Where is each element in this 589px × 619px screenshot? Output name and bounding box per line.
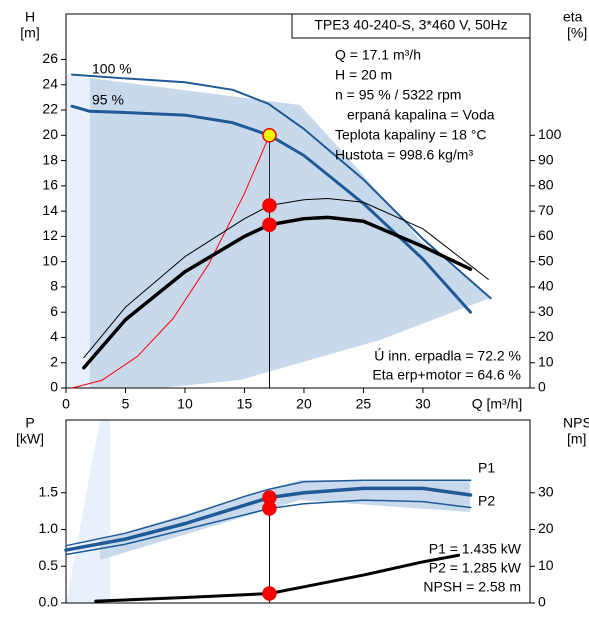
y2-tick-label: 30 — [538, 303, 554, 319]
x-tick-label: 20 — [296, 396, 312, 412]
y2-axis-unit: [%] — [567, 25, 587, 41]
y-axis-label: P — [25, 415, 34, 431]
marker — [262, 501, 277, 516]
y2-axis-label: NPSH — [563, 415, 589, 431]
y-tick-label: 10 — [42, 252, 58, 268]
y2-tick-label: 0 — [538, 594, 546, 610]
curve — [70, 104, 473, 314]
annotation: n = 95 % / 5322 rpm — [335, 87, 461, 103]
y-tick-label: 14 — [42, 202, 58, 218]
y2-tick-label: 60 — [538, 227, 554, 243]
y-axis-unit: [m] — [20, 25, 39, 41]
x-tick-label: 25 — [356, 396, 372, 412]
y-axis-unit: [kW] — [16, 431, 44, 447]
y2-tick-label: 70 — [538, 202, 554, 218]
curve — [70, 73, 492, 300]
y2-tick-label: 30 — [538, 483, 554, 499]
range-area — [90, 78, 490, 388]
x-axis-label: Q [m³/h] — [472, 396, 523, 412]
y-tick-label: 2 — [50, 353, 58, 369]
y2-tick-label: 90 — [538, 151, 554, 167]
title-box — [291, 13, 531, 39]
marker — [262, 586, 277, 601]
power-area-pale — [66, 420, 110, 603]
y2-tick-label: 20 — [538, 520, 554, 536]
x-tick-label: 15 — [237, 396, 253, 412]
x-tick-label: 0 — [62, 396, 70, 412]
x-tick-label: 30 — [415, 396, 431, 412]
annotation: Hustota = 998.6 kg/m³ — [335, 147, 473, 163]
annotation: erpaná kapalina = Voda — [347, 107, 495, 123]
curve — [82, 215, 473, 370]
y-tick-label: 16 — [42, 177, 58, 193]
y2-tick-label: 40 — [538, 278, 554, 294]
y2-tick-label: 0 — [538, 379, 546, 395]
y-tick-label: 12 — [42, 227, 58, 243]
y-tick-label: 18 — [42, 151, 58, 167]
power-area — [100, 480, 470, 560]
annotation: Ú inn. erpadla = 72.2 % — [374, 348, 521, 364]
annotation: H = 20 m — [335, 67, 392, 83]
marker — [262, 198, 277, 213]
y2-tick-label: 50 — [538, 252, 554, 268]
annotation: Teplota kapaliny = 18 °C — [335, 127, 487, 143]
y-tick-label: 24 — [42, 75, 58, 91]
curve — [71, 134, 270, 389]
series-label: P2 — [478, 493, 495, 509]
y2-axis-label: eta — [563, 9, 583, 25]
annotation: NPSH = 2.58 m — [423, 579, 521, 595]
y-tick-label: 1.5 — [39, 483, 59, 499]
y2-tick-label: 100 — [538, 126, 562, 142]
x-tick-label: 5 — [122, 396, 130, 412]
plot-frame — [65, 419, 531, 604]
annotation: P1 = 1.435 kW — [429, 541, 522, 557]
curve — [94, 553, 461, 603]
y-tick-label: 4 — [50, 328, 58, 344]
range-area-pale — [66, 75, 90, 388]
series-label: 100 % — [92, 61, 132, 77]
curve — [65, 479, 472, 547]
y-axis-label: H — [25, 9, 35, 25]
series-label: 95 % — [92, 92, 124, 108]
y2-tick-label: 10 — [538, 353, 554, 369]
curve — [83, 197, 489, 359]
chart-title: TPE3 40-240-S, 3*460 V, 50Hz — [314, 17, 507, 33]
annotation: Q = 17.1 m³/h — [335, 47, 421, 63]
y-tick-label: 26 — [42, 50, 58, 66]
y2-axis-unit: [m] — [567, 431, 586, 447]
annotation: Eta erp+motor = 64.6 % — [372, 367, 521, 383]
y2-tick-label: 20 — [538, 328, 554, 344]
y-tick-label: 0 — [50, 379, 58, 395]
y-tick-label: 0.0 — [39, 594, 59, 610]
annotation: P2 = 1.285 kW — [429, 560, 522, 576]
x-tick-label: 10 — [177, 396, 193, 412]
y-tick-label: 20 — [42, 126, 58, 142]
y-tick-label: 8 — [50, 278, 58, 294]
y-tick-label: 0.5 — [39, 557, 59, 573]
marker — [262, 217, 277, 233]
y-tick-label: 22 — [42, 101, 58, 117]
y-tick-label: 6 — [50, 303, 58, 319]
series-label: P1 — [478, 460, 495, 476]
y2-tick-label: 10 — [538, 557, 554, 573]
marker — [262, 128, 277, 143]
y2-tick-label: 80 — [538, 177, 554, 193]
y-tick-label: 1.0 — [39, 520, 59, 536]
